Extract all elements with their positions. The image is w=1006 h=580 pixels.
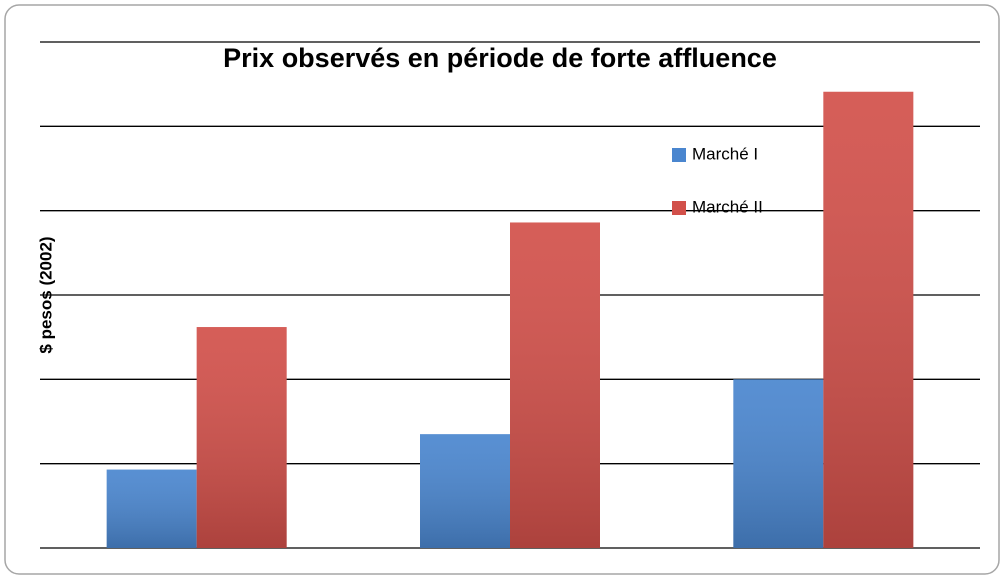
legend-label: Marché I bbox=[692, 144, 758, 163]
legend-label: Marché II bbox=[692, 197, 763, 216]
chart-title: Prix observés en période de forte afflue… bbox=[223, 43, 777, 73]
bar-shade bbox=[510, 222, 600, 548]
bar-shade bbox=[733, 379, 824, 548]
bar-shade bbox=[420, 434, 510, 548]
legend-swatch bbox=[672, 148, 686, 162]
y-axis-label: $ pesos (2002) bbox=[36, 236, 55, 353]
plot bbox=[40, 41, 980, 549]
legend-swatch bbox=[672, 201, 686, 215]
bar-shade bbox=[106, 469, 197, 548]
bar-shade bbox=[823, 91, 914, 549]
bar-shade bbox=[196, 327, 287, 548]
